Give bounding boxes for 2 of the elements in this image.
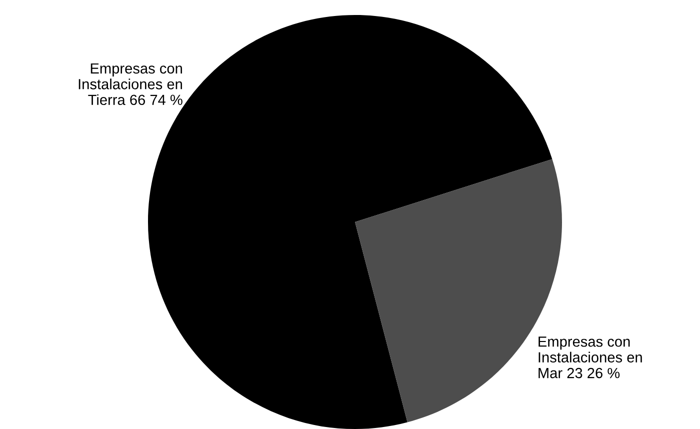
slice-label: Empresas con Instalaciones en Tierra 66 74 % (78, 63, 182, 106)
slice-label: Empresas con Instalaciones en Mar 23 26 % (538, 336, 642, 378)
